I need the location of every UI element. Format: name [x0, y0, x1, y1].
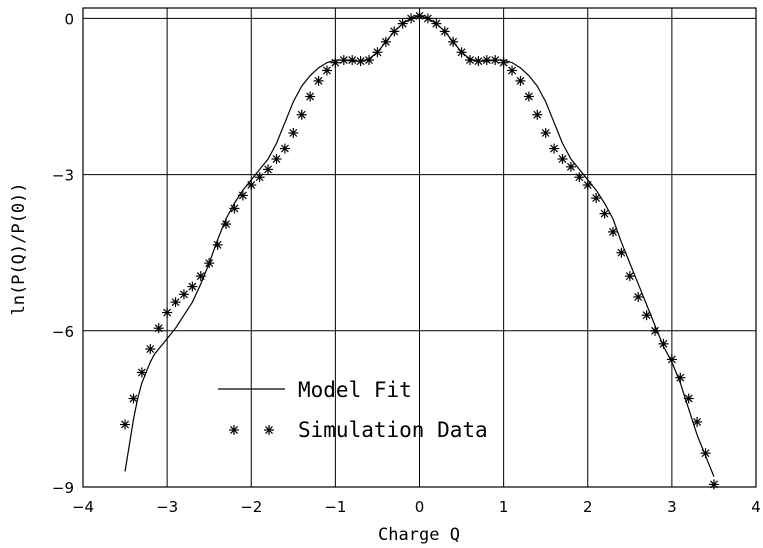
data-point	[321, 65, 332, 76]
data-point	[145, 344, 156, 355]
data-point	[229, 203, 240, 214]
data-point	[431, 18, 442, 29]
x-tick-label: 2	[583, 498, 593, 516]
y-tick-label: −6	[52, 323, 74, 341]
x-tick-label: 1	[499, 498, 509, 516]
data-point	[288, 127, 299, 138]
y-tick-label: −3	[52, 167, 74, 185]
data-point	[187, 281, 198, 292]
data-point	[574, 172, 585, 183]
x-tick-label: −1	[324, 498, 346, 516]
data-point	[624, 271, 635, 282]
data-point	[532, 109, 543, 120]
data-point	[422, 13, 433, 24]
data-point	[473, 56, 484, 67]
x-tick-labels: −4 −3 −2 −1 0 1 2 3 4	[72, 498, 761, 516]
data-point	[658, 338, 669, 349]
data-point	[153, 323, 164, 334]
data-point	[221, 219, 232, 230]
data-point	[464, 55, 475, 66]
plot-frame	[82, 7, 757, 488]
data-point	[296, 109, 307, 120]
data-point	[372, 47, 383, 58]
data-point	[692, 416, 703, 427]
data-point	[355, 56, 366, 67]
data-point	[204, 258, 215, 269]
data-point	[263, 164, 274, 175]
data-point	[448, 36, 459, 47]
data-point	[582, 180, 593, 191]
data-point	[490, 55, 501, 66]
data-point	[591, 193, 602, 204]
data-point	[254, 172, 265, 183]
data-point	[406, 13, 417, 24]
legend-label-simulation-data: Simulation Data	[298, 418, 488, 442]
data-point	[414, 10, 425, 21]
x-tick-label: −2	[240, 498, 262, 516]
data-point	[549, 143, 560, 154]
legend-asterisk-samples	[229, 425, 274, 435]
data-point	[178, 289, 189, 300]
data-point	[305, 91, 316, 102]
x-tick-label: −3	[156, 498, 178, 516]
x-axis-label: Charge Q	[378, 525, 460, 545]
data-point	[162, 307, 173, 318]
data-point	[633, 291, 644, 302]
data-point	[700, 448, 711, 459]
legend-asterisk	[264, 425, 274, 435]
data-point	[540, 127, 551, 138]
data-point	[347, 55, 358, 66]
data-point	[616, 247, 627, 258]
data-point	[515, 75, 526, 86]
data-point	[279, 143, 290, 154]
data-point	[456, 47, 467, 58]
data-point	[128, 393, 139, 404]
y-tick-label: −9	[52, 479, 74, 497]
data-point	[557, 153, 568, 164]
data-point	[237, 190, 248, 201]
x-tick-label: 3	[667, 498, 677, 516]
data-point	[607, 226, 618, 237]
x-tick-label: −4	[72, 498, 94, 516]
legend-asterisk	[229, 425, 239, 435]
data-point	[397, 18, 408, 29]
data-point	[498, 57, 509, 68]
simulation-data-series	[120, 10, 719, 490]
legend-label-model-fit: Model Fit	[298, 378, 412, 402]
grid	[83, 8, 756, 487]
x-tick-label: 4	[751, 498, 761, 516]
data-point	[683, 393, 694, 404]
data-point	[313, 75, 324, 86]
legend: Model Fit Simulation Data	[218, 378, 488, 442]
y-axis-label: ln(P(Q)/P(0))	[9, 182, 29, 315]
data-point	[136, 367, 147, 378]
y-tick-label: 0	[64, 10, 74, 28]
x-tick-label: 0	[415, 498, 425, 516]
data-point	[675, 372, 686, 383]
data-point	[523, 91, 534, 102]
data-point	[246, 180, 257, 191]
data-point	[565, 161, 576, 172]
data-point	[120, 419, 131, 430]
data-point	[338, 55, 349, 66]
data-point	[666, 354, 677, 365]
data-point	[330, 57, 341, 68]
data-point	[650, 325, 661, 336]
data-point	[364, 55, 375, 66]
data-point	[481, 55, 492, 66]
data-point	[708, 479, 719, 490]
data-point	[507, 65, 518, 76]
data-point	[439, 26, 450, 37]
data-point	[271, 153, 282, 164]
data-point	[641, 310, 652, 321]
data-point	[380, 36, 391, 47]
data-point	[195, 271, 206, 282]
data-point	[212, 239, 223, 250]
data-point	[170, 297, 181, 308]
data-point	[599, 208, 610, 219]
y-tick-labels: −9 −6 −3 0	[52, 10, 74, 497]
data-point	[389, 26, 400, 37]
